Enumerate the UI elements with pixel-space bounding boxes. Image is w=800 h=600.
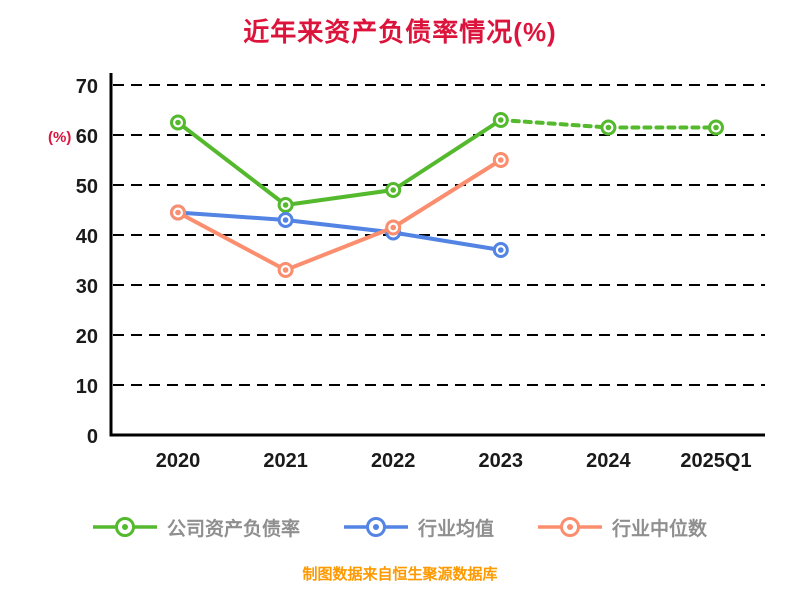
chart-title: 近年来资产负债率情况(%): [243, 17, 557, 47]
svg-text:20: 20: [76, 326, 98, 348]
svg-text:2021: 2021: [263, 450, 308, 472]
legend-item-company-ratio: 公司资产负债率: [92, 514, 300, 541]
legend-label-company-ratio: 公司资产负债率: [166, 518, 300, 540]
svg-text:60: 60: [76, 126, 98, 148]
svg-text:2022: 2022: [371, 450, 416, 472]
source-caption: 制图数据来自恒生聚源数据库: [302, 566, 498, 583]
legend-marker-company-ratio-icon: [92, 517, 157, 537]
plot-area: 0 10 20 30 40 50 60 70 2020 2021 2022 2023 2024 2025Q…: [48, 73, 765, 472]
legend-marker-industry-median-icon: [538, 517, 602, 537]
legend-label-industry-mean: 行业均值: [417, 518, 494, 540]
svg-text:10: 10: [76, 376, 98, 398]
svg-text:2020: 2020: [156, 450, 201, 472]
legend-item-industry-mean: 行业均值: [343, 514, 494, 541]
legend-marker-industry-mean-icon: [343, 517, 408, 537]
svg-text:50: 50: [76, 176, 98, 198]
svg-text:2024: 2024: [586, 450, 631, 472]
svg-text:2025Q1: 2025Q1: [680, 450, 751, 472]
svg-text:0: 0: [87, 426, 98, 448]
legend-item-industry-median: 行业中位数: [538, 514, 707, 541]
legend: 公司资产负债率 行业均值 行业中位数: [0, 495, 800, 559]
svg-text:30: 30: [76, 276, 98, 298]
svg-text:70: 70: [76, 76, 98, 98]
svg-text:(%): (%): [48, 129, 71, 146]
svg-text:2023: 2023: [479, 450, 524, 472]
svg-text:40: 40: [76, 226, 98, 248]
legend-label-industry-median: 行业中位数: [612, 518, 708, 540]
